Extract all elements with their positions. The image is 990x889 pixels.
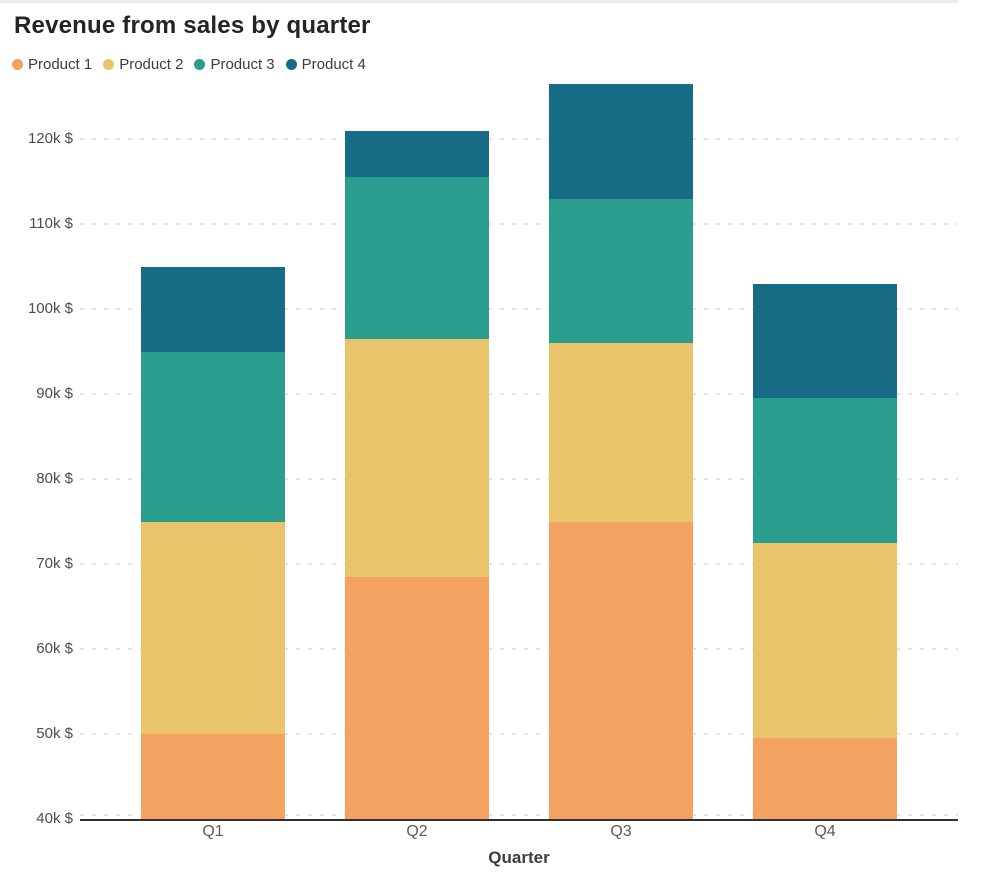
gridline-120k <box>80 138 958 140</box>
bar-segment-q2-product-2[interactable] <box>345 338 489 577</box>
legend-dot-icon <box>103 59 115 70</box>
chart-title: Revenue from sales by quarter <box>14 12 371 39</box>
x-axis-title: Quarter <box>488 848 550 867</box>
x-tick-label-q3: Q3 <box>610 823 632 840</box>
y-tick-label: 100k $ <box>27 300 73 317</box>
gridline-50k <box>80 733 958 735</box>
y-tick-label: 40k $ <box>36 810 73 827</box>
bar-segment-q3-product-2[interactable] <box>549 343 693 522</box>
gridline-baseline <box>80 814 958 816</box>
gridline-60k <box>80 648 958 650</box>
bar-q4 <box>753 283 897 819</box>
bar-segment-q4-product-3[interactable] <box>753 398 897 543</box>
x-tick-label-q1: Q1 <box>202 823 224 840</box>
bars-row <box>80 70 958 819</box>
bar-segment-q1-product-4[interactable] <box>141 266 285 352</box>
bar-segment-q2-product-4[interactable] <box>345 130 489 178</box>
y-tick-label: 50k $ <box>36 725 73 742</box>
gridline-70k <box>80 563 958 565</box>
bar-segment-q1-product-2[interactable] <box>141 521 285 734</box>
legend-item-product-1[interactable]: Product 1 <box>12 56 92 73</box>
y-tick-label: 110k $ <box>29 215 73 232</box>
legend-label: Product 1 <box>28 56 93 73</box>
plot-area <box>80 70 958 821</box>
legend-label: Product 4 <box>301 56 366 73</box>
x-tick-label-q4: Q4 <box>814 823 836 840</box>
gridline-90k <box>80 393 958 395</box>
bar-segment-q4-product-2[interactable] <box>753 542 897 739</box>
legend-label: Product 3 <box>210 56 275 73</box>
x-tick-label-q2: Q2 <box>406 823 428 840</box>
legend-dot-icon <box>285 59 297 70</box>
x-axis-labels: Q1 Q2 Q3 Q4 <box>80 823 958 841</box>
legend-label: Product 2 <box>119 56 184 73</box>
bar-segment-q3-product-3[interactable] <box>549 198 693 343</box>
bar-segment-q2-product-1[interactable] <box>345 576 489 819</box>
gridline-100k <box>80 308 958 310</box>
bar-segment-q3-product-4[interactable] <box>549 83 693 199</box>
y-tick-label: 120k $ <box>27 130 73 147</box>
bar-q2 <box>345 130 489 819</box>
y-tick-label: 60k $ <box>36 640 73 657</box>
y-tick-label: 80k $ <box>36 470 73 487</box>
y-axis-labels: 40k $ 50k $ 60k $ 70k $ 80k $ 90k $ 100k $ 110k… <box>0 70 73 827</box>
legend: Product 1 Product 2 Product 3 Product 4 <box>12 56 366 73</box>
bar-segment-q3-product-1[interactable] <box>549 521 693 819</box>
bar-q1 <box>141 266 285 819</box>
top-divider <box>0 0 958 3</box>
bar-segment-q1-product-3[interactable] <box>141 351 285 522</box>
y-tick-label: 90k $ <box>36 385 73 402</box>
bar-segment-q4-product-4[interactable] <box>753 283 897 399</box>
legend-item-product-2[interactable]: Product 2 <box>103 56 183 73</box>
bar-q3 <box>549 83 693 819</box>
gridline-110k <box>80 223 958 225</box>
legend-dot-icon <box>194 59 206 70</box>
y-tick-label: 70k $ <box>36 555 73 572</box>
bar-segment-q4-product-1[interactable] <box>753 738 897 819</box>
legend-item-product-4[interactable]: Product 4 <box>285 56 366 73</box>
gridline-80k <box>80 478 958 480</box>
legend-item-product-3[interactable]: Product 3 <box>194 56 275 73</box>
bar-segment-q2-product-3[interactable] <box>345 177 489 339</box>
legend-dot-icon <box>12 59 23 70</box>
bar-segment-q1-product-1[interactable] <box>141 734 285 819</box>
